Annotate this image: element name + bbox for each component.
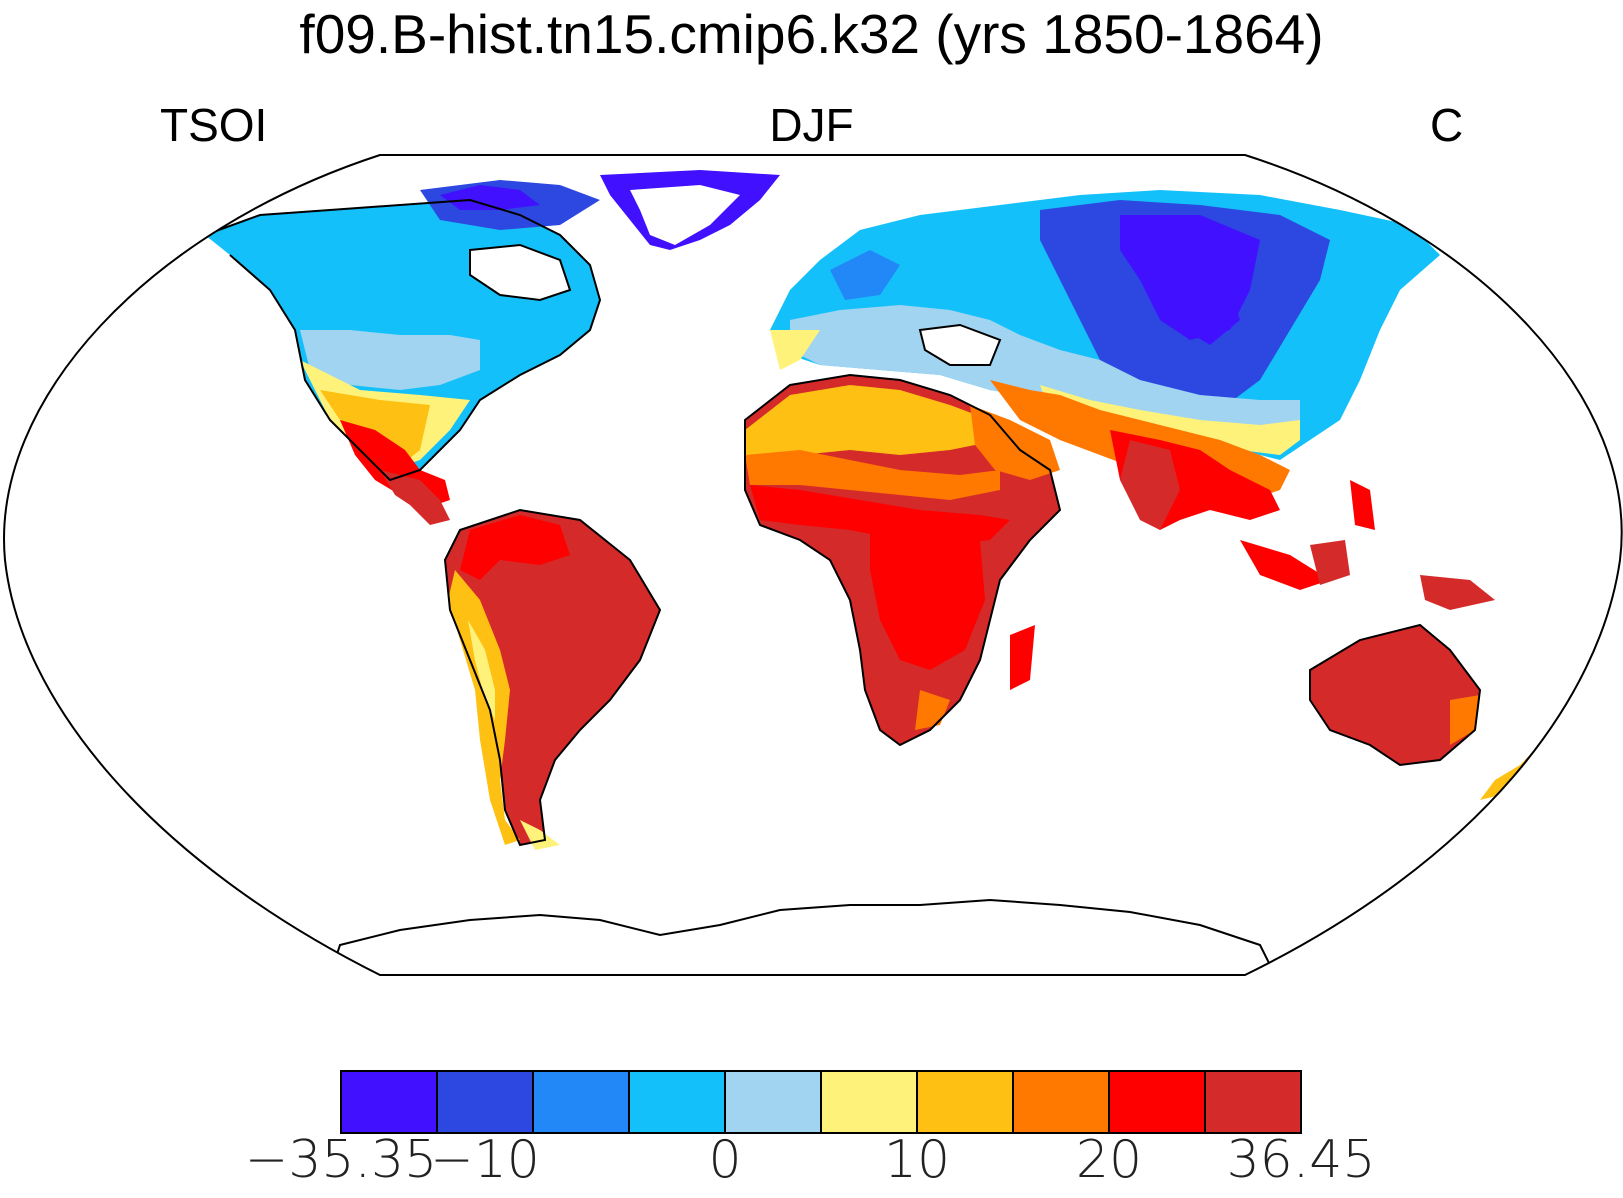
coastlines [204, 198, 1482, 847]
eurasia [770, 190, 1440, 530]
colorbar-swatch-4 [724, 1070, 822, 1134]
map-border [3, 154, 1623, 976]
colorbar-label-1: −10 [430, 1130, 540, 1190]
season-label: DJF [769, 99, 854, 151]
plot-title: f09.B-hist.tn15.cmip6.k32 (yrs 1850-1864… [299, 3, 1324, 65]
antarctica [328, 898, 1277, 975]
maritime-asia [1240, 480, 1495, 610]
south-america [445, 510, 660, 850]
colorbar-swatch-6 [916, 1070, 1014, 1134]
colorbar-swatch-7 [1012, 1070, 1110, 1134]
colorbar [340, 1070, 1302, 1134]
colorbar-label-2: 0 [708, 1130, 742, 1190]
colorbar-swatch-0 [340, 1070, 438, 1134]
colorbar-label-4: 20 [1075, 1130, 1143, 1190]
colorbar-label-5: 36.45 [1226, 1130, 1376, 1190]
units-label: C [1430, 99, 1464, 151]
colorbar-swatch-3 [628, 1070, 726, 1134]
greenland [600, 170, 780, 250]
north-america [205, 180, 600, 525]
colorbar-swatch-9 [1204, 1070, 1302, 1134]
colorbar-label-0: −35.35 [244, 1130, 438, 1190]
colorbar-label-3: 10 [883, 1130, 951, 1190]
colorbar-swatch-5 [820, 1070, 918, 1134]
colorbar-swatch-2 [532, 1070, 630, 1134]
world-map [0, 150, 1623, 980]
colorbar-swatch-1 [436, 1070, 534, 1134]
colorbar-swatch-8 [1108, 1070, 1206, 1134]
variable-label: TSOI [160, 99, 268, 151]
